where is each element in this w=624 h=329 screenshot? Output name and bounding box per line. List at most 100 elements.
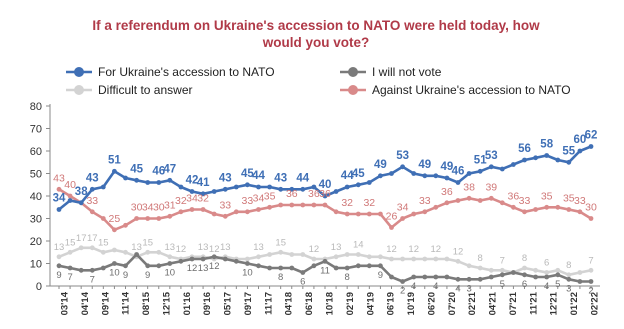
chart-title-line-2: would you vote? <box>262 35 370 50</box>
data-point <box>455 258 461 264</box>
data-point <box>233 258 239 264</box>
data-point <box>366 263 372 269</box>
data-point <box>588 144 594 149</box>
data-point <box>422 256 428 262</box>
data-point <box>222 186 228 192</box>
data-point <box>233 184 239 190</box>
data-label: 55 <box>562 145 575 157</box>
data-point <box>333 254 339 260</box>
data-point <box>178 258 184 264</box>
data-label: 31 <box>164 199 176 211</box>
data-point <box>355 211 361 217</box>
data-label: 12 <box>209 261 220 272</box>
data-point <box>499 267 505 273</box>
data-point <box>344 211 350 217</box>
data-label: 10 <box>165 268 176 279</box>
data-point <box>145 263 151 269</box>
data-point <box>488 267 494 273</box>
data-label: 12 <box>187 263 198 274</box>
data-point <box>156 263 162 269</box>
data-point <box>477 168 483 174</box>
data-point <box>588 279 594 284</box>
data-point <box>211 254 217 260</box>
data-label: 44 <box>252 170 265 182</box>
data-point <box>167 177 173 183</box>
data-point <box>344 252 350 257</box>
data-label: 35 <box>264 190 276 202</box>
y-tick-label: 0 <box>36 281 42 293</box>
data-label: 12 <box>176 244 187 255</box>
data-point <box>588 216 594 221</box>
data-point <box>222 213 228 219</box>
data-point <box>511 270 516 275</box>
data-point <box>112 168 117 174</box>
data-point <box>366 180 372 185</box>
data-point <box>477 198 483 203</box>
data-label: 9 <box>56 270 61 281</box>
data-point <box>256 184 261 190</box>
data-point <box>267 265 272 271</box>
data-point <box>522 157 527 163</box>
data-point <box>466 263 472 269</box>
data-label: 5 <box>555 279 560 290</box>
data-point <box>378 254 383 260</box>
data-label: 2 <box>588 286 593 297</box>
data-point <box>455 198 461 203</box>
data-point <box>256 207 261 212</box>
data-point <box>300 270 306 275</box>
data-label: 41 <box>197 177 210 189</box>
data-point <box>333 189 339 194</box>
data-point <box>333 265 339 271</box>
data-point <box>588 267 594 273</box>
x-tick-label: 04'18 <box>284 292 295 315</box>
chart-legend: For Ukraine's accession to NATO I will no… <box>66 65 571 97</box>
data-label: 45 <box>130 163 143 175</box>
data-point <box>355 252 361 257</box>
data-label: 6 <box>300 277 305 288</box>
data-label: 9 <box>123 270 128 281</box>
data-point <box>300 252 306 257</box>
data-point <box>245 182 250 188</box>
data-point <box>300 202 306 208</box>
data-point <box>311 184 317 190</box>
data-point <box>433 256 439 262</box>
data-point <box>488 164 494 170</box>
data-point <box>245 261 250 266</box>
data-label: 13 <box>198 242 209 253</box>
data-point <box>311 256 317 262</box>
data-point <box>278 186 284 192</box>
data-label: 51 <box>474 154 487 166</box>
data-point <box>577 148 583 154</box>
data-label: 34 <box>397 202 409 214</box>
x-tick-label: 12'21 <box>549 291 560 315</box>
data-label: 2 <box>400 286 405 297</box>
x-tick-label: 01'22 <box>569 292 580 315</box>
data-point <box>522 265 527 271</box>
legend-label: Against Ukraine's accession to NATO <box>372 83 571 97</box>
data-point <box>544 153 550 158</box>
data-point <box>56 186 62 192</box>
data-point <box>100 265 106 271</box>
data-label: 46 <box>452 166 465 178</box>
chart-title-line-1: If a referendum on Ukraine's accession t… <box>92 18 540 33</box>
y-tick-label: 30 <box>30 214 42 226</box>
data-point <box>167 261 173 266</box>
data-point <box>222 256 228 262</box>
data-point <box>167 213 173 219</box>
data-point <box>211 211 217 217</box>
data-point <box>300 186 306 192</box>
data-label: 3 <box>566 283 571 294</box>
data-label: 15 <box>142 237 153 248</box>
y-tick-label: 40 <box>30 191 42 203</box>
data-point <box>67 265 73 271</box>
data-point <box>389 256 394 262</box>
data-label: 5 <box>500 279 505 290</box>
data-label: 10 <box>109 268 120 279</box>
x-tick-label: 10'18 <box>325 292 336 315</box>
x-tick-label: 06'19 <box>386 292 397 315</box>
data-point <box>533 155 538 161</box>
data-point <box>123 175 128 181</box>
legend-swatch-marker <box>348 67 358 77</box>
legend-label: For Ukraine's accession to NATO <box>98 65 275 79</box>
